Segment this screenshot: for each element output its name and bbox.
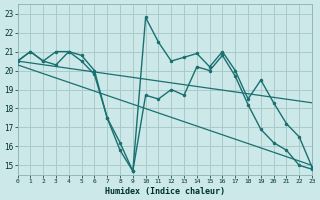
X-axis label: Humidex (Indice chaleur): Humidex (Indice chaleur) (105, 187, 225, 196)
